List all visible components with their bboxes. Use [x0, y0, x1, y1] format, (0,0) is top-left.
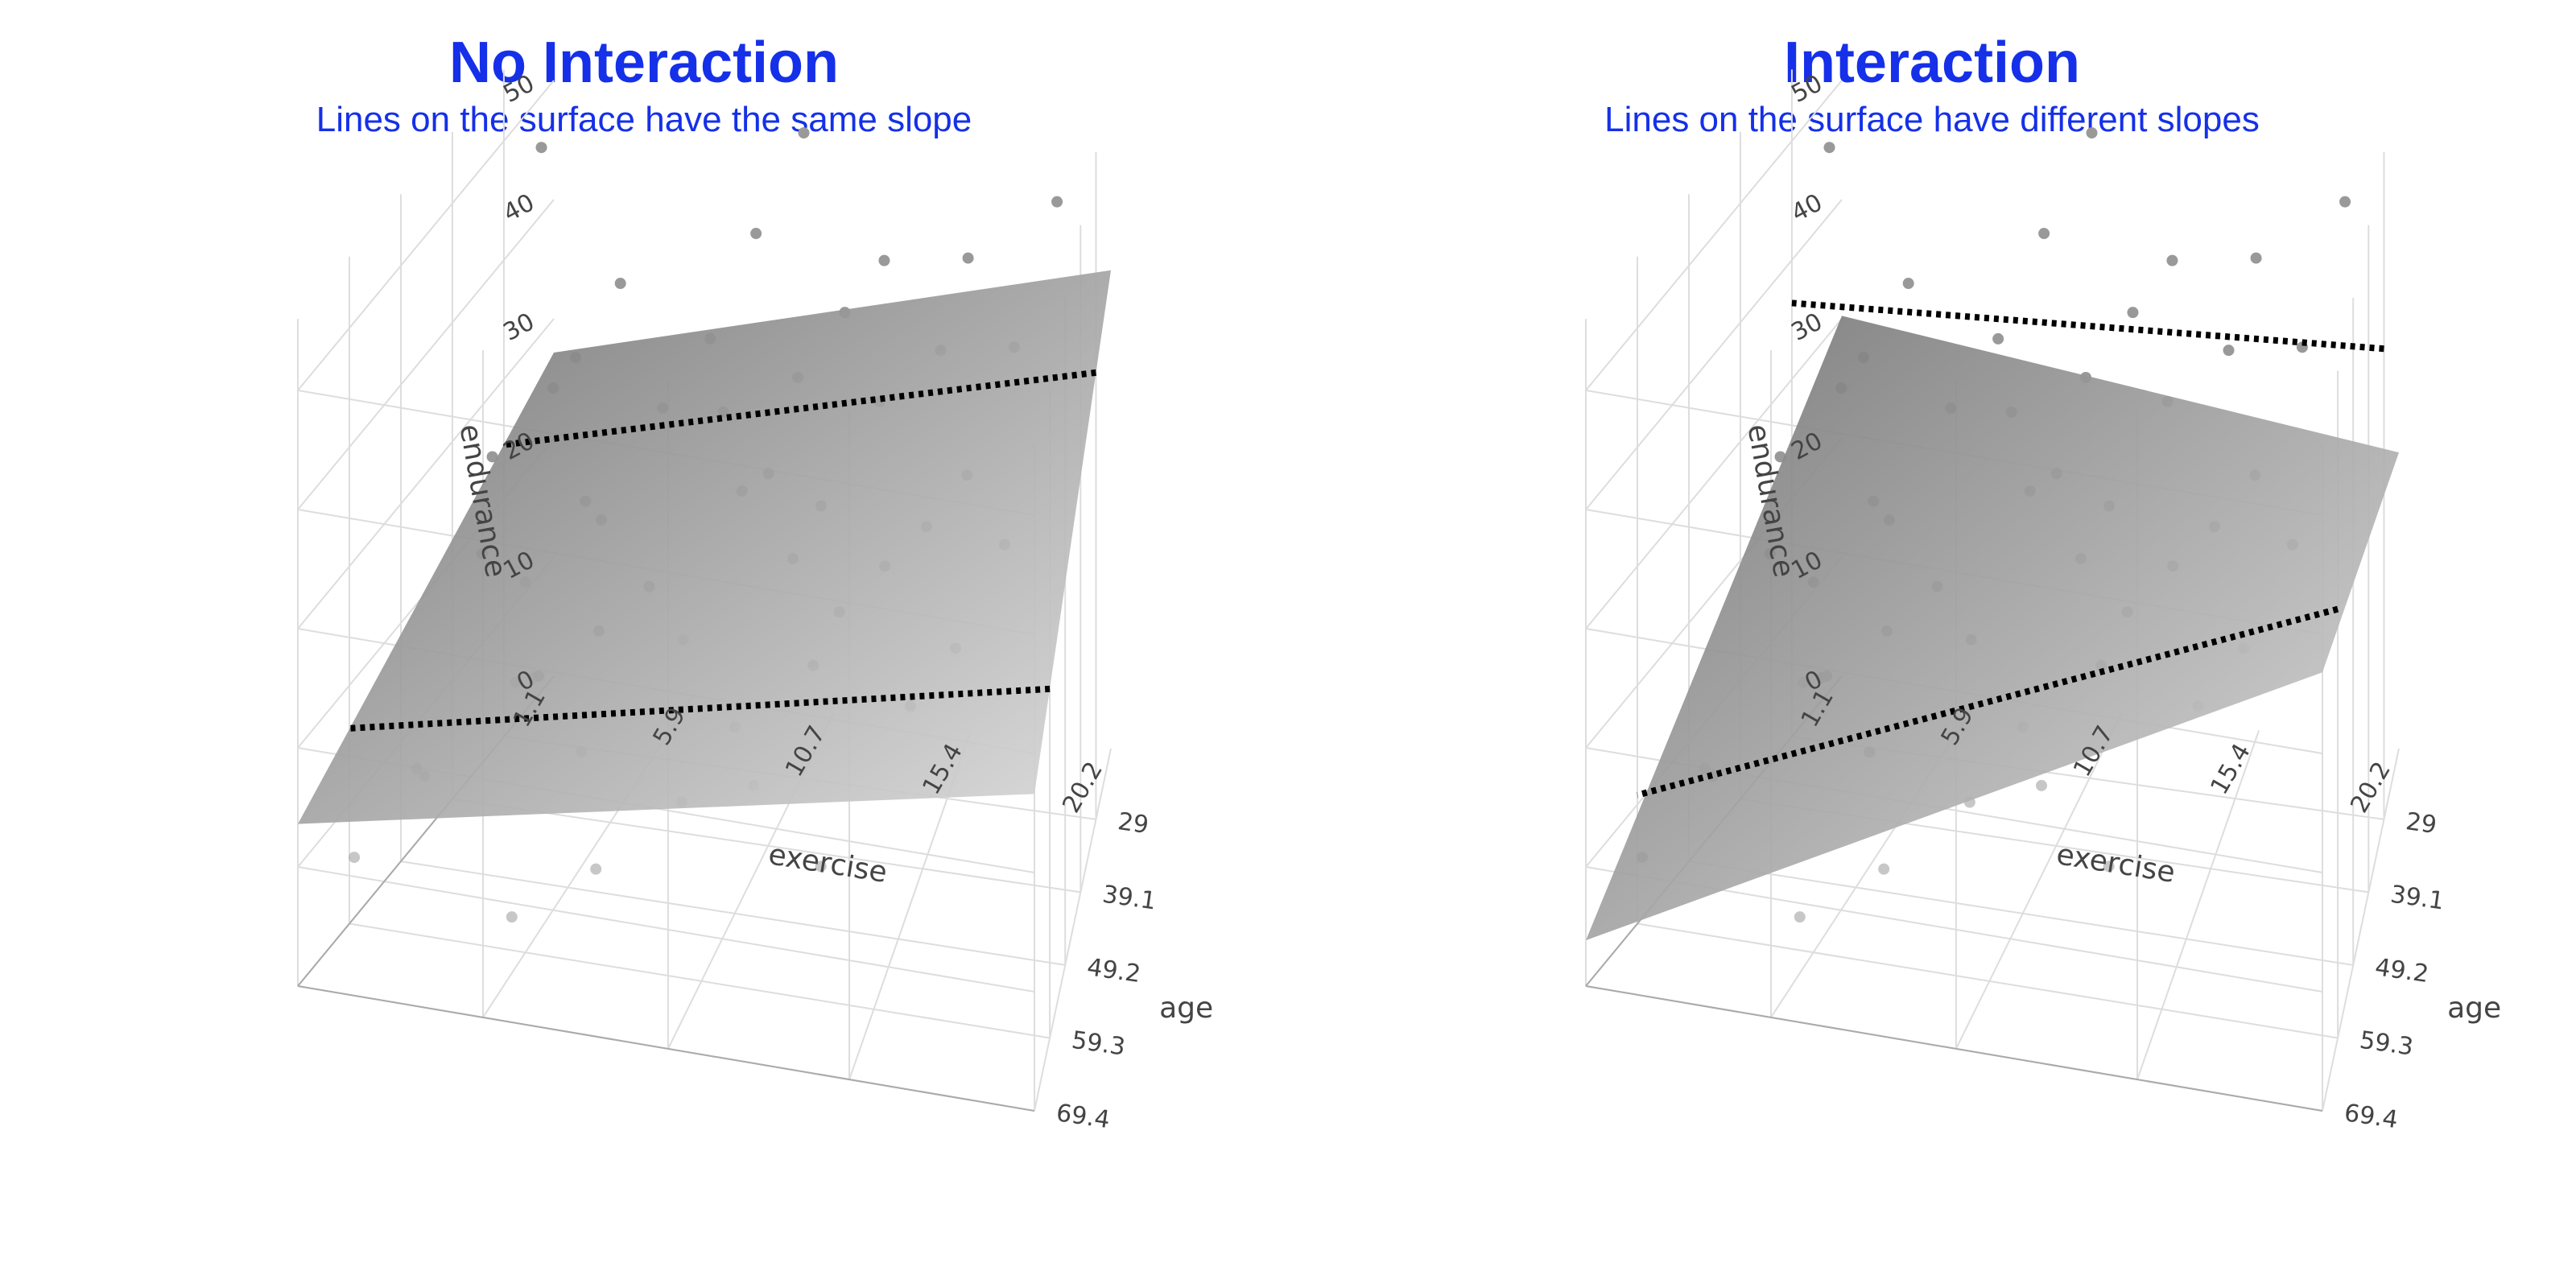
data-point [2038, 228, 2050, 240]
x-axis-title: exercise [766, 838, 890, 889]
z-tick-label: 40 [499, 188, 539, 228]
floor-gridline [1034, 748, 1112, 1112]
data-point [878, 254, 890, 266]
floor-gridline [349, 922, 1051, 1039]
wall-gridline [297, 318, 555, 629]
chart-panel-interaction: Interaction Lines on the surface have di… [1288, 0, 2576, 1267]
zero-line [1585, 985, 2323, 1112]
wall-gridline [1585, 199, 1843, 510]
regression-surface [1586, 316, 2399, 941]
z-tick-label: 40 [1787, 188, 1827, 228]
y-tick-label: 59.3 [2358, 1026, 2415, 1062]
z-tick-label: 30 [1787, 307, 1827, 347]
chart-subtitle: Lines on the surface have different slop… [1604, 100, 2260, 139]
chart-subtitle: Lines on the surface have the same slope [316, 100, 972, 139]
data-point [798, 127, 810, 139]
y-axis-title: age [1159, 992, 1213, 1025]
floor-gridline [2322, 748, 2400, 1112]
floor-gridline [2136, 730, 2260, 1080]
wall-gridline [297, 199, 555, 510]
data-point [1823, 142, 1835, 154]
zero-line [297, 985, 1035, 1112]
y-tick-label: 29 [2404, 807, 2438, 840]
data-point [2086, 127, 2098, 139]
data-point [1051, 196, 1063, 208]
y-tick-label: 69.4 [2343, 1099, 2400, 1134]
floor-gridline [1688, 860, 2354, 966]
z-tick-label: 50 [499, 69, 539, 109]
chart-panel-no-interaction: No Interaction Lines on the surface have… [0, 0, 1288, 1267]
wall-gridline [297, 80, 555, 391]
x-tick-label: 15.4 [2205, 739, 2256, 799]
y-tick-label: 39.1 [2388, 881, 2446, 916]
data-point [962, 252, 974, 264]
z-tick-label: 30 [499, 307, 539, 347]
data-point [815, 860, 827, 873]
y-tick-label: 49.2 [1085, 953, 1142, 988]
data-point [750, 228, 762, 240]
y-tick-label: 59.3 [1070, 1026, 1127, 1062]
data-point [2250, 252, 2262, 264]
data-point [2103, 860, 2115, 873]
chart-title: No Interaction [448, 31, 840, 95]
data-point [349, 852, 361, 864]
slope-line [349, 685, 1051, 732]
floor-gridline [452, 798, 1081, 894]
regression-surface [298, 270, 1111, 824]
z-tick-label: 50 [1787, 69, 1827, 109]
x-axis-title: exercise [2054, 838, 2178, 889]
slope-line [1791, 299, 2384, 353]
floor-gridline [1637, 922, 2339, 1039]
data-point [535, 142, 547, 154]
data-point [2036, 779, 2048, 791]
data-point [1794, 911, 1806, 923]
y-tick-label: 69.4 [1055, 1099, 1112, 1134]
slope-lines [1636, 299, 2384, 799]
data-point [1878, 863, 1890, 875]
data-point [614, 278, 626, 290]
chart-title: Interaction [1783, 31, 2081, 95]
data-point [1992, 332, 2004, 345]
y-tick-label: 39.1 [1100, 881, 1158, 916]
y-axis-title: age [2447, 992, 2501, 1025]
data-point [486, 451, 498, 463]
wall-gridline [1585, 80, 1843, 391]
data-point [2339, 196, 2351, 208]
y-tick-label: 49.2 [2373, 953, 2430, 988]
floor-gridline [400, 860, 1066, 966]
surface-plot-interaction[interactable]: 20.215.410.75.91.12939.149.259.369.40102… [1288, 0, 2576, 1267]
y-tick-label: 29 [1116, 807, 1150, 840]
data-point [2223, 345, 2235, 357]
data-point [590, 863, 602, 875]
slope-line [503, 369, 1096, 448]
floor-gridline [1955, 712, 2123, 1050]
data-point [506, 911, 518, 923]
wall-gridline [297, 866, 1035, 993]
surface-plot-no-interaction[interactable]: 20.215.410.75.91.12939.149.259.369.40102… [0, 0, 1288, 1267]
wall-gridline [1585, 318, 1843, 629]
data-point [2166, 254, 2178, 266]
data-point [1902, 278, 1914, 290]
slope-lines [349, 369, 1096, 732]
data-point [2127, 307, 2139, 319]
